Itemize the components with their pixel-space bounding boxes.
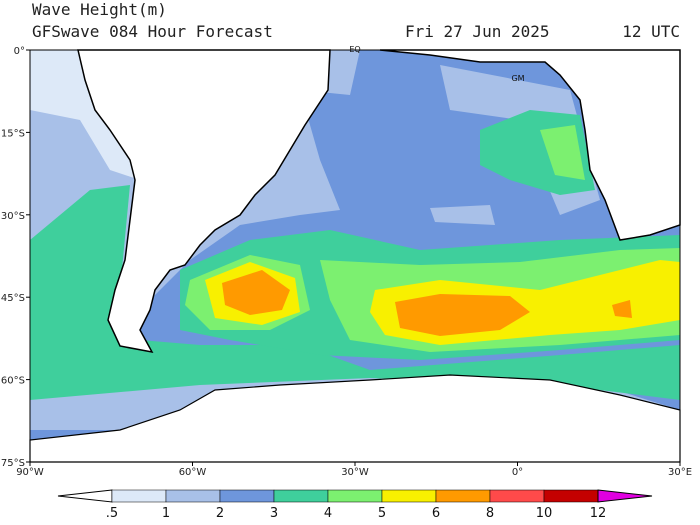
colorbar-label: 2 bbox=[216, 506, 224, 521]
colorbar-box bbox=[327, 489, 383, 503]
place-label: EQ bbox=[349, 45, 360, 54]
colorbar-box bbox=[381, 489, 437, 503]
colorbar-box bbox=[543, 489, 599, 503]
lat-label: 0° bbox=[14, 46, 25, 57]
colorbar-label: 5 bbox=[378, 506, 386, 521]
axes: 0° 15°S 30°S 45°S 60°S 75°S90°W 60°W 30°W 0° 30°E bbox=[1, 46, 692, 478]
colorbar-label: 4 bbox=[324, 506, 332, 521]
title: Wave Height(m) bbox=[32, 0, 167, 19]
colorbar-low bbox=[57, 489, 113, 503]
lon-label: 60°W bbox=[179, 467, 207, 478]
time: 12 UTC bbox=[622, 22, 680, 41]
lon-label: 30°E bbox=[668, 467, 692, 478]
colorbar-box bbox=[435, 489, 491, 503]
map bbox=[29, 49, 681, 463]
colorbar-box bbox=[111, 489, 167, 503]
colorbar: .5 1 2 3 4 5 6 8 10 12 bbox=[57, 489, 653, 521]
colorbar-label: 6 bbox=[432, 506, 440, 521]
date: Fri 27 Jun 2025 bbox=[405, 22, 550, 41]
colorbar-high bbox=[597, 489, 653, 503]
colorbar-label: .5 bbox=[106, 506, 118, 521]
colorbar-box bbox=[165, 489, 221, 503]
lat-label: 60°S bbox=[1, 376, 25, 387]
place-label: GM bbox=[511, 74, 524, 83]
lat-label: 75°S bbox=[1, 458, 25, 469]
colorbar-box bbox=[273, 489, 329, 503]
colorbar-label: 12 bbox=[590, 506, 607, 521]
colorbar-label: 8 bbox=[486, 506, 494, 521]
lon-label: 30°W bbox=[341, 467, 369, 478]
colorbar-label: 1 bbox=[162, 506, 170, 521]
lat-label: 30°S bbox=[1, 211, 25, 222]
lat-label: 45°S bbox=[1, 293, 25, 304]
colorbar-box bbox=[489, 489, 545, 503]
subtitle: GFSwave 084 Hour Forecast bbox=[32, 22, 273, 41]
colorbar-label: 3 bbox=[270, 506, 278, 521]
lon-label: 90°W bbox=[16, 467, 44, 478]
colorbar-label: 10 bbox=[536, 506, 553, 521]
lon-label: 0° bbox=[512, 467, 523, 478]
lat-label: 15°S bbox=[1, 128, 25, 139]
colorbar-box bbox=[219, 489, 275, 503]
